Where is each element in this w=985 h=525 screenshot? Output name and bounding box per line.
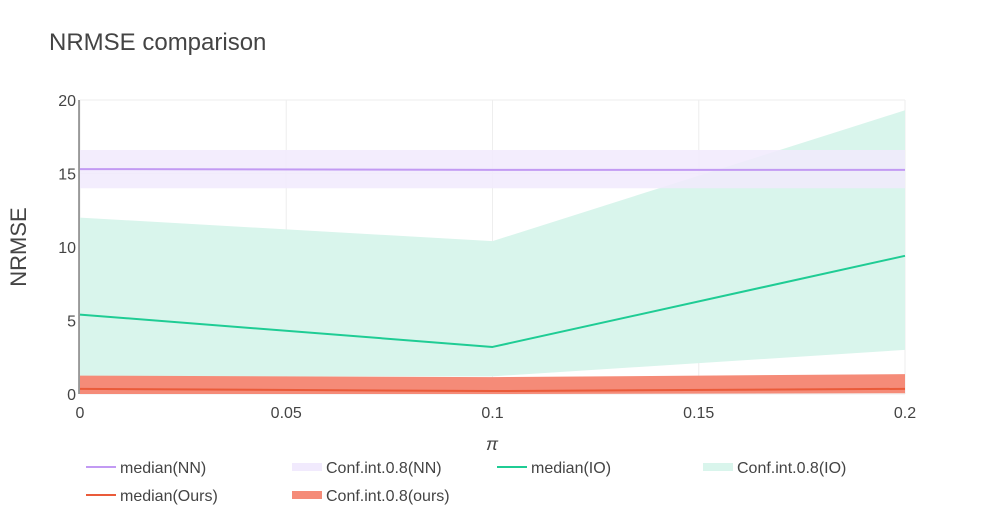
legend-label-3: Conf.int.0.8(IO) xyxy=(737,460,846,477)
legend-swatch-5 xyxy=(292,491,322,499)
series-line-2 xyxy=(79,387,906,393)
legend-label-0: median(NN) xyxy=(120,460,206,477)
legend-label-2: median(IO) xyxy=(531,460,611,477)
confidence-bands xyxy=(80,110,905,394)
legend-item-2: median(IO) xyxy=(497,460,611,477)
legend-label-4: median(Ours) xyxy=(120,488,218,505)
y-tick-labels: 0 5 10 15 20 xyxy=(58,93,76,404)
x-tick-label-1: 0.05 xyxy=(271,405,302,422)
x-tick-label-4: 0.2 xyxy=(894,405,916,422)
legend-item-1: Conf.int.0.8(NN) xyxy=(292,460,442,477)
legend-item-4: median(Ours) xyxy=(86,488,218,505)
y-tick-label-3: 15 xyxy=(58,167,76,184)
legend: median(NN) Conf.int.0.8(NN) median(IO) Conf… xyxy=(86,460,846,505)
y-tick-label-4: 20 xyxy=(58,93,76,110)
legend-item-0: median(NN) xyxy=(86,460,206,477)
x-axis-title: π xyxy=(486,434,499,454)
legend-label-5: Conf.int.0.8(ours) xyxy=(326,488,450,505)
y-tick-label-1: 5 xyxy=(67,314,76,331)
legend-item-3: Conf.int.0.8(IO) xyxy=(703,460,846,477)
y-axis-title: NRMSE xyxy=(6,207,31,286)
series-line-0 xyxy=(79,168,905,171)
x-tick-labels: 0 0.05 0.1 0.15 0.2 xyxy=(76,405,917,422)
chart-title: NRMSE comparison xyxy=(49,29,266,56)
median-lines xyxy=(79,168,906,393)
legend-swatch-1 xyxy=(292,463,322,471)
x-tick-label-0: 0 xyxy=(76,405,85,422)
legend-label-1: Conf.int.0.8(NN) xyxy=(326,460,442,477)
x-tick-label-2: 0.1 xyxy=(481,405,503,422)
series-line-1 xyxy=(79,254,906,348)
y-tick-label-2: 10 xyxy=(58,240,76,257)
y-tick-label-0: 0 xyxy=(67,387,76,404)
legend-item-5: Conf.int.0.8(ours) xyxy=(292,488,450,505)
x-tick-label-3: 0.15 xyxy=(683,405,714,422)
legend-swatch-3 xyxy=(703,463,733,471)
